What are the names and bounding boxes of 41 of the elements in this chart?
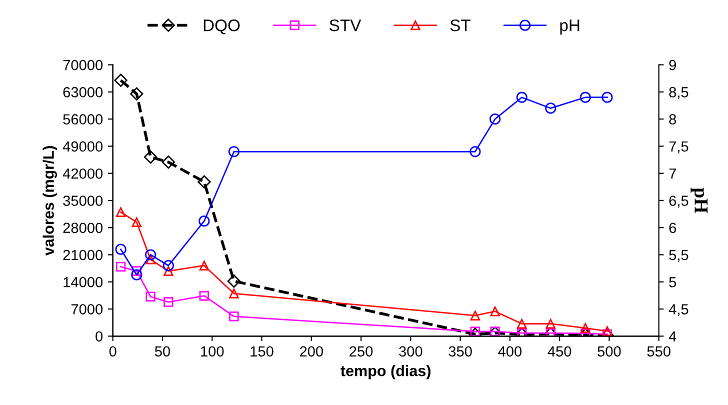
x-tick-label: 0 bbox=[109, 346, 116, 357]
y2-axis-title: pH bbox=[690, 188, 708, 214]
y2-tick-label: 4 bbox=[668, 331, 676, 342]
y2-tick-label: 7,5 bbox=[669, 141, 688, 154]
y-tick-label: 14000 bbox=[64, 276, 103, 288]
x-tick-label: 500 bbox=[598, 346, 621, 357]
y2-tick-label: 6,5 bbox=[669, 196, 688, 208]
y-tick-label: 35000 bbox=[63, 196, 103, 206]
y2-tick-label: 6 bbox=[669, 222, 676, 234]
y-axis-title: valores (mgr/L) bbox=[42, 146, 58, 256]
x-tick-label: 350 bbox=[448, 346, 472, 357]
x-tick-label: 50 bbox=[154, 346, 170, 357]
legend-label: ST bbox=[450, 19, 470, 32]
x-axis-title: tempo (dias) bbox=[340, 365, 430, 380]
y2-tick-label: 8 bbox=[669, 114, 676, 124]
y2-tick-label: 7 bbox=[669, 168, 676, 179]
y-tick-label: 0 bbox=[96, 331, 103, 342]
y-tick-label: 7000 bbox=[71, 304, 103, 314]
y-tick-label: 49000 bbox=[62, 141, 103, 152]
y2-tick-label: 8,5 bbox=[669, 87, 688, 100]
x-tick-label: 250 bbox=[350, 346, 373, 357]
y-tick-label: 56000 bbox=[63, 114, 103, 124]
x-tick-label: 150 bbox=[250, 346, 274, 357]
y-tick-label: 63000 bbox=[63, 87, 103, 98]
x-tick-label: 100 bbox=[201, 346, 224, 357]
x-tick-label: 200 bbox=[300, 346, 323, 357]
y-tick-label: 70000 bbox=[63, 60, 103, 70]
y2-tick-label: 5 bbox=[669, 277, 676, 288]
x-tick-label: 450 bbox=[548, 346, 572, 357]
x-tick-label: 550 bbox=[647, 346, 670, 357]
y2-tick-label: 4,5 bbox=[668, 304, 688, 316]
y-tick-label: 28000 bbox=[63, 222, 103, 234]
x-tick-label: 400 bbox=[498, 346, 522, 357]
y2-tick-label: 5,5 bbox=[669, 250, 688, 262]
y-tick-label: 42000 bbox=[62, 168, 103, 179]
y-tick-label: 21000 bbox=[63, 250, 103, 260]
x-tick-label: 300 bbox=[399, 346, 422, 357]
legend-label: pH bbox=[560, 20, 580, 35]
y2-tick-label: 9 bbox=[669, 60, 676, 70]
legend-label: STV bbox=[330, 19, 362, 32]
legend-label: DQO bbox=[204, 19, 240, 34]
